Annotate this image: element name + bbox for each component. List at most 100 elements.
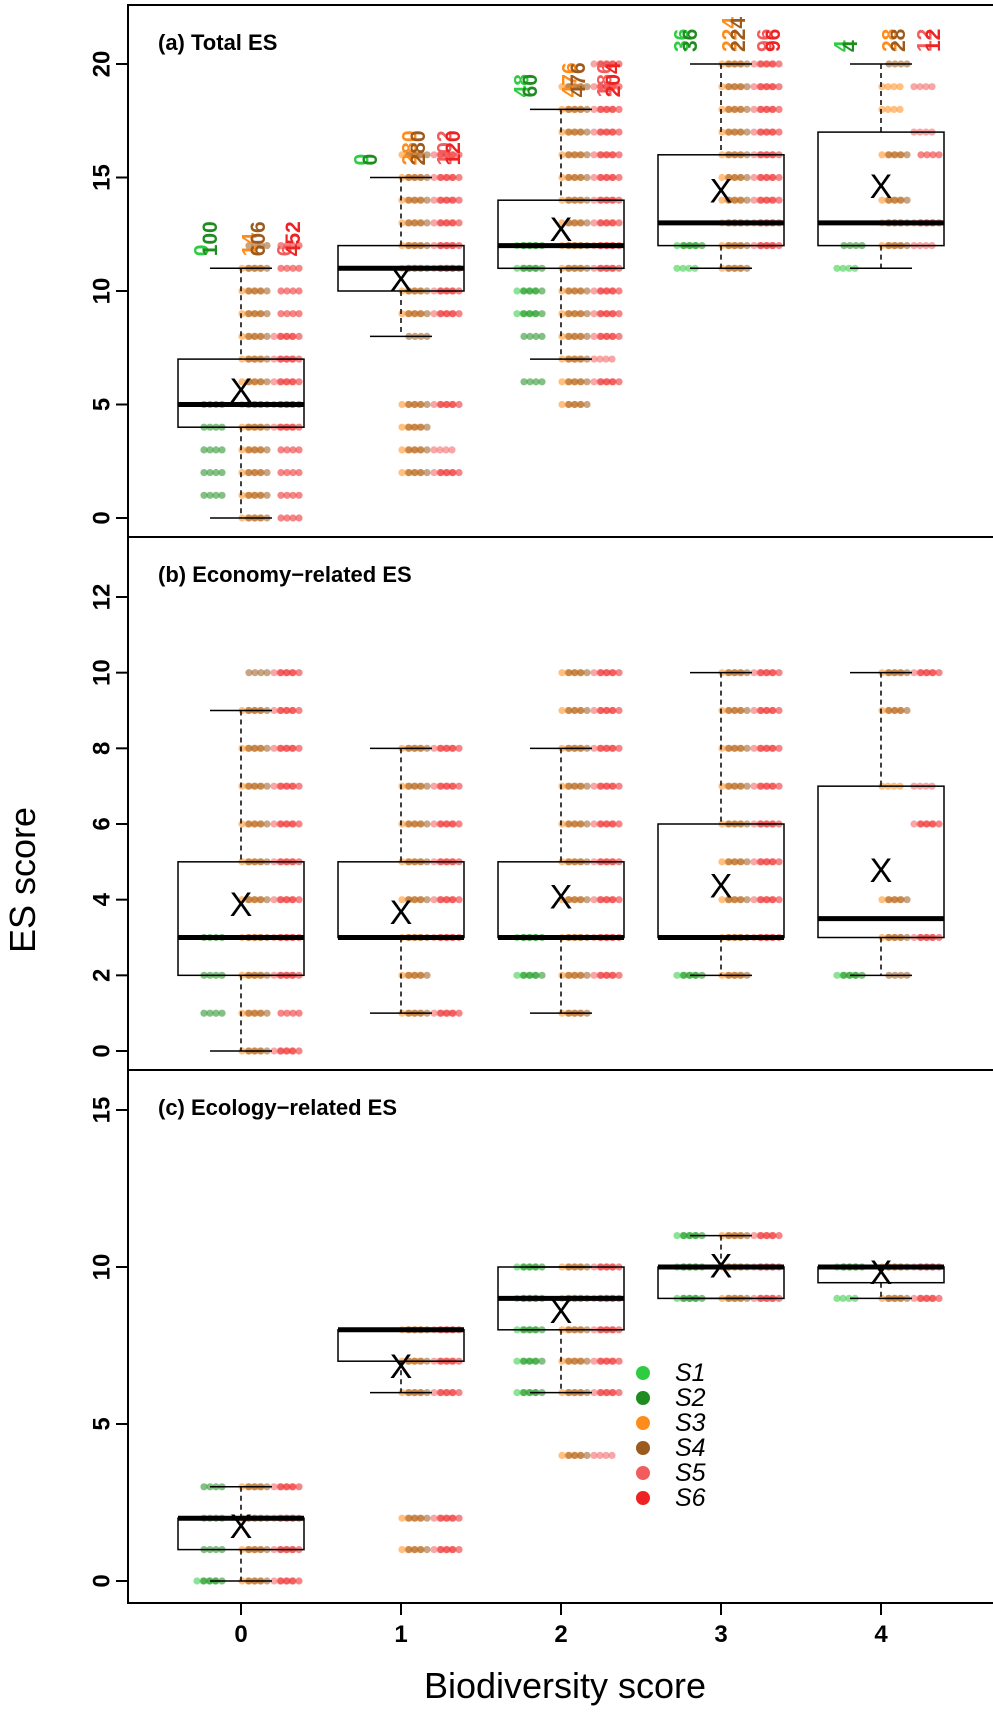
mean-marker: X xyxy=(390,894,413,932)
data-point xyxy=(775,669,783,677)
data-point xyxy=(289,1009,297,1017)
data-point xyxy=(455,310,463,318)
data-point xyxy=(398,1546,406,1554)
data-point xyxy=(583,820,591,828)
data-point xyxy=(449,782,457,790)
panel-title: (b) Economy−related ES xyxy=(158,562,412,587)
data-point xyxy=(277,1047,285,1055)
data-point xyxy=(437,173,445,182)
data-point xyxy=(277,820,285,828)
data-point xyxy=(565,971,573,979)
mean-marker: X xyxy=(870,1254,893,1292)
data-point xyxy=(430,1009,438,1017)
count-label: 28 xyxy=(887,28,910,52)
data-point xyxy=(916,83,924,91)
data-point xyxy=(437,219,445,227)
data-point xyxy=(615,971,623,979)
data-point xyxy=(277,469,285,477)
data-point xyxy=(430,400,438,409)
mean-marker: X xyxy=(230,1508,253,1546)
data-point xyxy=(615,128,623,136)
data-point xyxy=(411,310,419,318)
data-point xyxy=(597,378,605,386)
data-point xyxy=(743,105,751,113)
data-point xyxy=(238,310,246,318)
data-point xyxy=(571,820,579,828)
data-point xyxy=(398,400,406,409)
data-point xyxy=(283,744,291,752)
data-point xyxy=(538,1357,546,1365)
data-point xyxy=(437,782,445,790)
data-point xyxy=(277,378,285,386)
data-point xyxy=(513,1357,521,1365)
data-point xyxy=(737,744,745,752)
count-label: 224 xyxy=(719,17,742,52)
data-point xyxy=(411,1514,419,1522)
data-point xyxy=(257,446,265,454)
data-point xyxy=(289,1577,297,1585)
data-point xyxy=(295,287,303,295)
data-point xyxy=(609,896,617,904)
data-point xyxy=(289,1483,297,1491)
data-point xyxy=(615,332,623,340)
data-point xyxy=(251,332,259,340)
data-point xyxy=(597,744,605,752)
data-point xyxy=(263,896,271,904)
data-point xyxy=(750,858,758,866)
data-point xyxy=(277,446,285,454)
data-point xyxy=(590,151,598,159)
data-point xyxy=(577,669,585,677)
data-point xyxy=(565,669,573,677)
data-point xyxy=(750,744,758,752)
data-point xyxy=(283,896,291,904)
data-point xyxy=(910,820,918,828)
data-point xyxy=(270,1047,278,1055)
data-point xyxy=(437,1514,445,1522)
data-point xyxy=(398,196,406,204)
data-point xyxy=(455,1514,463,1522)
data-point xyxy=(437,469,445,477)
data-point xyxy=(251,744,259,752)
data-point xyxy=(257,310,265,318)
data-point xyxy=(769,1232,777,1240)
data-point xyxy=(277,264,285,272)
data-point xyxy=(583,1451,591,1459)
data-point xyxy=(449,310,457,318)
data-point xyxy=(423,896,431,904)
data-point xyxy=(277,782,285,790)
data-point xyxy=(935,669,943,677)
data-point xyxy=(238,896,246,904)
count-label: 476 xyxy=(559,62,582,97)
data-point xyxy=(455,896,463,904)
data-point xyxy=(411,1546,419,1554)
data-point xyxy=(725,744,733,752)
box xyxy=(817,131,945,247)
y-axis-label: ES score xyxy=(2,806,43,954)
data-point xyxy=(597,820,605,828)
data-point xyxy=(263,242,271,250)
data-point xyxy=(405,1514,413,1522)
data-point xyxy=(718,83,726,91)
data-point xyxy=(558,219,566,227)
data-point xyxy=(295,669,303,677)
data-point xyxy=(200,1483,208,1491)
data-point xyxy=(437,310,445,318)
box xyxy=(817,785,945,939)
data-point xyxy=(295,1047,303,1055)
data-point xyxy=(238,469,246,477)
count-label: 100 xyxy=(199,221,222,256)
data-point xyxy=(558,128,566,136)
data-point xyxy=(917,669,925,677)
data-point xyxy=(718,173,726,182)
data-point xyxy=(289,242,297,250)
data-point xyxy=(603,782,611,790)
data-point xyxy=(251,896,259,904)
data-point xyxy=(603,1389,611,1397)
data-point xyxy=(565,1451,573,1459)
data-point xyxy=(602,1451,610,1459)
data-point xyxy=(257,896,265,904)
data-point xyxy=(597,128,605,136)
data-point xyxy=(673,1232,681,1240)
data-point xyxy=(757,669,765,677)
